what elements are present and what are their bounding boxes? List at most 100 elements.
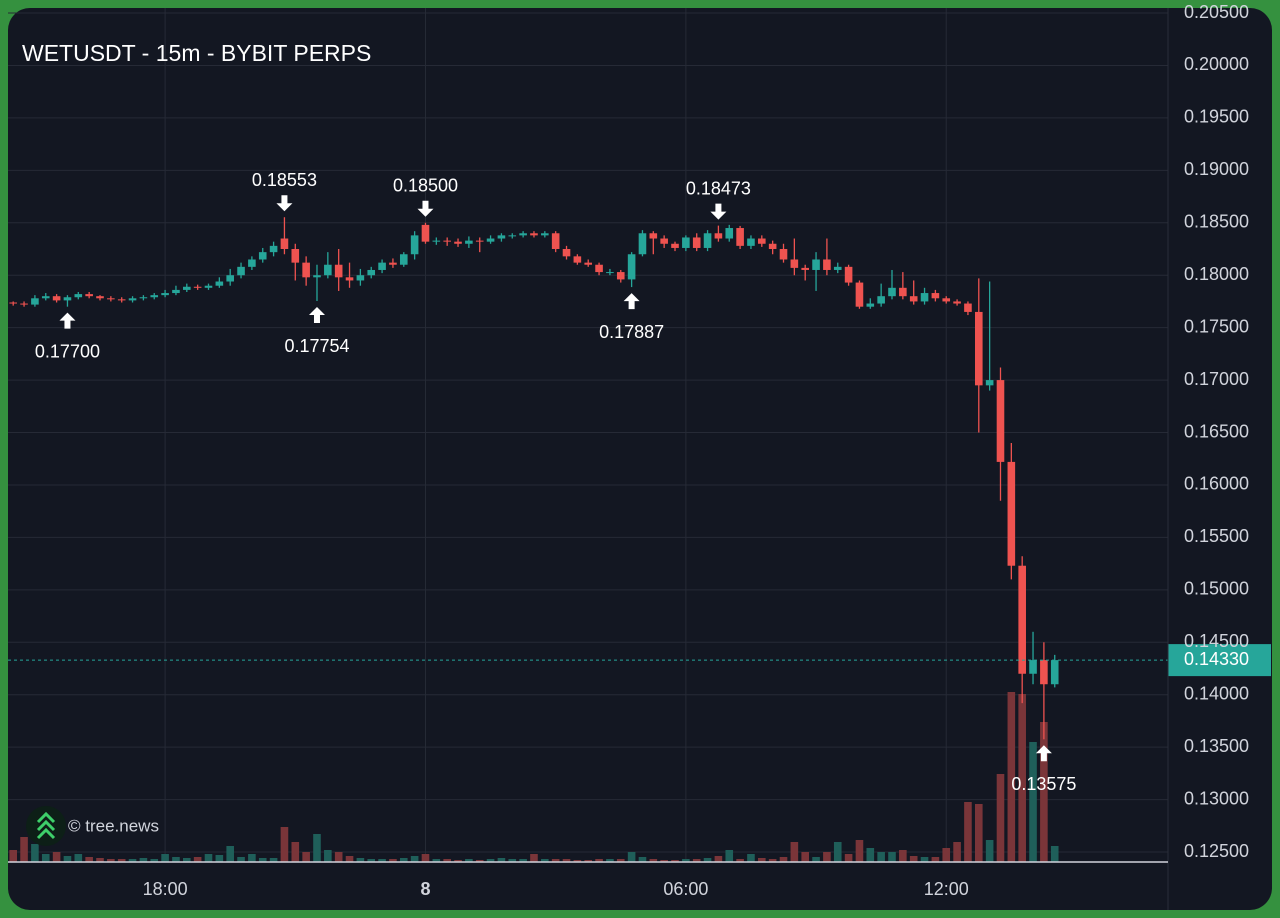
watermark: © tree.news [68, 816, 159, 835]
y-tick-label: 0.14500 [1184, 631, 1249, 651]
candle-body [31, 298, 39, 305]
volume-bar [334, 852, 343, 862]
candle-body [692, 237, 701, 248]
volume-bar [736, 859, 744, 862]
volume-bar [758, 858, 766, 862]
candle-body [964, 303, 972, 312]
volume-bar [215, 855, 224, 862]
candle-body [1007, 461, 1016, 566]
y-tick-label: 0.20000 [1184, 54, 1249, 74]
volume-bar [280, 827, 289, 862]
volume-bar [703, 858, 712, 862]
volume-bar [1040, 722, 1048, 862]
candle-body [367, 269, 376, 276]
last-price-box [1168, 644, 1271, 677]
volume-bar [877, 852, 885, 862]
volume-bar [182, 858, 191, 862]
candle-body [866, 303, 875, 307]
volume-bar [627, 852, 636, 862]
candle-body [909, 296, 918, 302]
volume-bar [128, 859, 137, 862]
candle-body [215, 281, 224, 286]
candle-body [584, 262, 593, 265]
candle-body [161, 293, 169, 296]
volume-bar [31, 844, 39, 862]
candle-body [877, 296, 885, 304]
candle-body [443, 240, 451, 242]
volume-bar [302, 852, 310, 862]
y-tick-label: 0.15000 [1184, 579, 1249, 599]
candle-body [302, 262, 310, 278]
candle-body [758, 238, 766, 244]
y-tick-label: 0.18500 [1184, 212, 1249, 232]
volume-bar [747, 854, 755, 862]
candle-body [454, 241, 462, 244]
annotation-arrow [623, 293, 640, 310]
volume-bar [399, 858, 408, 862]
candle-body [63, 297, 72, 301]
volume-bar [74, 854, 83, 862]
y-tick-label: 0.19000 [1184, 159, 1249, 179]
volume-bar [909, 856, 918, 862]
candle-body [248, 259, 256, 267]
volume-bar [465, 859, 473, 862]
volume-bar [291, 842, 300, 862]
candle-body [410, 235, 419, 255]
candle-body [1029, 660, 1037, 674]
volume-bar [573, 860, 582, 862]
candle-body [182, 286, 191, 290]
volume-bar [421, 854, 430, 862]
candle-body [649, 233, 658, 239]
y-tick-label: 0.18000 [1184, 264, 1249, 284]
volume-bar [475, 860, 484, 862]
volume-bar [616, 859, 625, 862]
volume-bar [313, 834, 321, 862]
volume-bar [454, 860, 462, 862]
logo-mark [36, 811, 56, 840]
candle-body [736, 228, 744, 246]
annotation-arrow [59, 312, 76, 329]
annotation-label: 0.18500 [393, 176, 458, 196]
y-tick-label: 0.12500 [1184, 841, 1249, 861]
candle-body [226, 275, 234, 282]
volume-bar [649, 859, 658, 862]
volume-bar [20, 837, 28, 862]
y-tick-label: 0.13500 [1184, 736, 1249, 756]
volume-bar [779, 857, 788, 862]
x-tick-label: 8 [420, 879, 430, 899]
volume-bar [801, 852, 809, 862]
volume-bar [345, 856, 354, 862]
volume-bar [248, 854, 256, 862]
candle-body [291, 249, 300, 263]
annotation-arrow [710, 203, 727, 220]
volume-bar [844, 854, 853, 862]
volume-bar [833, 842, 842, 862]
panel [8, 8, 1272, 910]
volume-bar [9, 850, 18, 862]
candle-body [768, 243, 777, 250]
volume-bar [942, 848, 951, 862]
volume-bar [551, 859, 560, 862]
volume-bar [497, 858, 506, 862]
volume-bar [725, 850, 734, 862]
volume-bar [139, 858, 148, 862]
volume-bar [768, 859, 777, 862]
volume-bar [920, 857, 929, 862]
y-tick-label: 0.19500 [1184, 107, 1249, 127]
volume-bar [172, 857, 180, 862]
candle-body [844, 266, 853, 283]
volume-bar [595, 859, 603, 862]
chart-title: WETUSDT - 15m - BYBIT PERPS [22, 40, 371, 66]
volume-bar [974, 804, 983, 862]
candle-body [74, 294, 83, 298]
candle-body [812, 259, 820, 270]
candle-body [432, 240, 441, 242]
volume-bar [899, 850, 907, 862]
volume-bar [562, 859, 571, 862]
volume-bar [823, 852, 831, 862]
volume-bar [606, 859, 614, 862]
candle-body [671, 243, 679, 248]
candle-body [204, 285, 213, 288]
candle-body [280, 238, 289, 250]
candle-body [334, 264, 343, 278]
